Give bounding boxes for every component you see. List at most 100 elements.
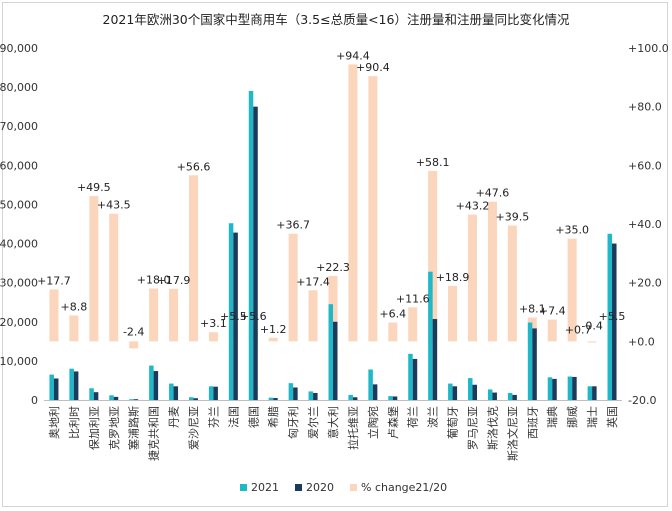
pct-change-bar [587, 341, 597, 343]
bar-2021 [89, 388, 94, 400]
bar-2020 [512, 394, 517, 400]
bar-2020 [592, 386, 597, 400]
bar-2021 [49, 374, 54, 400]
right-axis-tick-label: +0.0 [628, 335, 655, 348]
right-axis-tick-label: +80.0 [628, 101, 662, 114]
pct-data-label: +5.5 [599, 310, 626, 323]
category-label: 奥地利 [47, 406, 61, 439]
pct-change-bar [308, 290, 318, 342]
pct-change-bar [468, 214, 478, 342]
bar-2021 [388, 396, 393, 400]
pct-data-label: +43.5 [97, 199, 131, 212]
category-label: 挪威 [565, 406, 579, 428]
pct-data-label: -2.4 [123, 325, 144, 338]
bar-2021 [308, 391, 314, 400]
category-label: 英国 [605, 406, 619, 428]
pct-change-bar [109, 213, 119, 342]
right-axis-tick-label: +20.0 [628, 277, 662, 290]
left-axis-tick-label: 10,000 [0, 355, 38, 368]
right-axis-tick-label: -20.0 [628, 394, 656, 407]
category-label: 西班牙 [526, 406, 539, 439]
pct-data-label: +94.4 [336, 49, 370, 62]
right-axis-tick-label: +100.0 [628, 42, 669, 55]
left-axis-tick-label: 80,000 [0, 81, 38, 94]
bar-2021 [248, 91, 254, 401]
pct-change-bar [149, 288, 159, 342]
category-label: 德国 [246, 406, 260, 428]
pct-data-label: +5.5 [220, 310, 247, 323]
pct-data-label: +49.5 [77, 181, 111, 194]
pct-data-label: +0.7 [565, 323, 592, 336]
pct-change-bar [268, 337, 278, 342]
pct-data-label: +47.6 [476, 187, 510, 200]
legend-swatch [240, 484, 247, 491]
bar-2021 [129, 399, 134, 400]
bar-2020 [93, 392, 99, 400]
bar-2020 [392, 396, 398, 400]
bar-2020 [273, 398, 278, 400]
category-label: 匈牙利 [286, 406, 300, 439]
pct-change-bar [69, 315, 79, 342]
pct-data-label: +18.9 [436, 271, 470, 284]
bar-2020 [233, 232, 238, 400]
category-label: 瑞典 [545, 406, 559, 428]
left-axis-tick-label: 20,000 [0, 316, 38, 329]
bar-2021 [428, 271, 433, 400]
pct-change-bar [547, 319, 557, 342]
bar-2021 [408, 353, 413, 400]
category-label: 斯洛伐克 [485, 406, 499, 450]
left-axis-tick-label: 70,000 [0, 120, 38, 133]
pct-data-label: +35.0 [555, 224, 589, 237]
bar-2020 [153, 371, 159, 400]
right-axis-tick-label: +40.0 [628, 218, 662, 231]
bar-2021 [268, 397, 274, 400]
bar-2020 [432, 319, 438, 400]
bar-2021 [607, 233, 613, 400]
left-axis-tick-label: 90,000 [0, 42, 38, 55]
category-label: 拉托维亚 [346, 406, 360, 450]
bar-2020 [253, 106, 258, 401]
pct-data-label: +90.4 [356, 61, 390, 74]
pct-change-bar [388, 322, 398, 342]
bar-2021 [169, 383, 174, 400]
bar-2020 [193, 398, 198, 400]
bar-2020 [133, 399, 139, 400]
pct-data-label: +22.3 [316, 261, 350, 274]
pct-data-label: +43.2 [456, 200, 490, 213]
bar-2020 [572, 376, 577, 400]
pct-data-label: +6.4 [379, 308, 406, 321]
category-label: 比利时 [68, 406, 81, 439]
bar-2020 [173, 386, 179, 400]
pct-change-bar [567, 238, 577, 342]
category-label: 意大利 [326, 406, 340, 439]
bar-2020 [372, 384, 378, 400]
pct-data-label: +18.0 [137, 274, 171, 287]
pct-change-bar [408, 307, 418, 342]
pct-data-label: +17.4 [296, 275, 330, 288]
pct-data-label: +58.1 [416, 156, 450, 169]
bar-2021 [487, 389, 493, 400]
pct-data-label: +8.1 [519, 303, 546, 316]
left-axis-tick-label: 0 [31, 394, 38, 407]
bar-2020 [333, 321, 338, 400]
pct-change-bar [288, 233, 298, 342]
category-label: 波兰 [427, 406, 440, 428]
bar-2021 [348, 394, 353, 400]
bar-2021 [507, 392, 513, 400]
pct-data-label: +3.1 [200, 317, 227, 330]
pct-change-bar [89, 196, 99, 342]
category-label: 法国 [226, 406, 240, 428]
bar-2020 [452, 386, 458, 400]
bar-2020 [492, 392, 497, 400]
bar-2021 [587, 386, 593, 400]
pct-change-bar [507, 225, 517, 342]
category-label: 爱沙尼亚 [187, 406, 200, 450]
pct-data-label: +11.6 [396, 292, 430, 305]
pct-change-bar [169, 288, 179, 342]
pct-change-bar [129, 341, 139, 349]
bar-2021 [288, 383, 294, 400]
bar-2020 [53, 378, 59, 400]
bar-2020 [293, 387, 298, 400]
bar-2020 [352, 397, 358, 400]
